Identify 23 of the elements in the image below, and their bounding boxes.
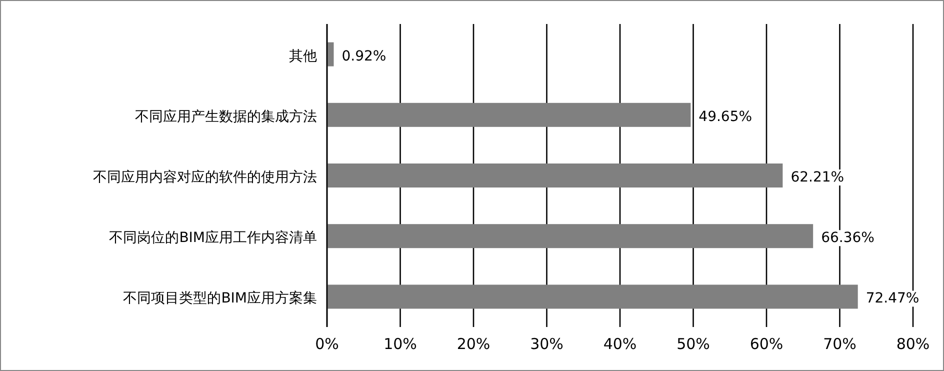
y-tick-label: 不同应用内容对应的软件的使用方法 [93,170,317,186]
y-tick-label: 不同应用产生数据的集成方法 [135,108,317,125]
data-label: 72.47% [866,290,920,307]
x-tick-label: 10% [384,335,417,353]
bar [327,224,814,248]
bar [327,164,783,188]
y-tick-label: 其他 [289,48,317,64]
x-tick-label: 50% [676,335,710,353]
x-tick-label: 60% [750,335,784,353]
bar [327,102,691,127]
x-tick-label: 40% [603,335,637,353]
data-label: 49.65% [698,108,752,125]
y-tick-label: 不同岗位的BIM应用工作内容清单 [109,230,317,246]
x-tick-label: 80% [896,335,930,353]
data-label: 62.21% [790,170,844,186]
x-tick-label: 70% [823,335,856,353]
data-label: 66.36% [821,230,874,246]
bar [327,284,858,309]
y-tick-label: 不同项目类型的BIM应用方案集 [123,290,317,307]
x-tick-label: 0% [315,335,339,353]
data-label: 0.92% [342,48,386,64]
x-tick-label: 20% [456,335,490,353]
x-tick-label: 30% [530,335,564,353]
